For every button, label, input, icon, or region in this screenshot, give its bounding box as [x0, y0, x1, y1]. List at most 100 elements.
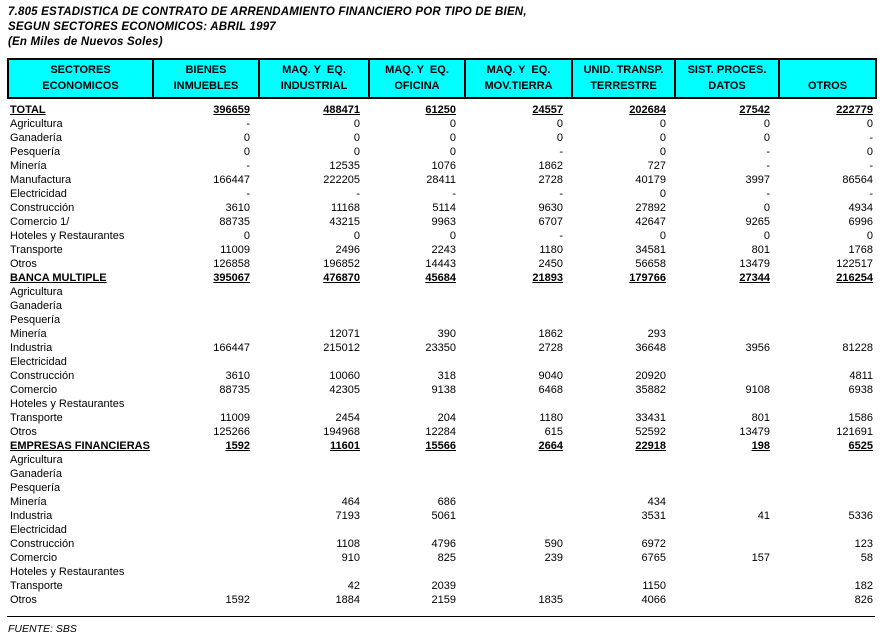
section-row: BANCA MULTIPLE 395067 476870 45684 21893 1797… — [8, 271, 876, 285]
value-cell: 14443 — [369, 257, 465, 271]
value-cell: 318 — [369, 369, 465, 383]
value-cell — [572, 397, 675, 411]
value-cell: 11009 — [153, 243, 259, 257]
value-cell — [153, 299, 259, 313]
value-cell: 196852 — [259, 257, 369, 271]
value-cell: 52592 — [572, 425, 675, 439]
value-cell: 202684 — [572, 98, 675, 117]
value-text: 0 — [243, 230, 250, 242]
value-cell: 1150 — [572, 579, 675, 593]
value-cell: 43215 — [259, 215, 369, 229]
value-text: 0 — [243, 146, 250, 158]
value-cell: 88735 — [153, 383, 259, 397]
value-text: 0 — [763, 202, 770, 214]
value-text: 166447 — [213, 342, 250, 354]
row-label: EMPRESAS FINANCIERAS — [8, 439, 153, 453]
value-text: 0 — [449, 230, 456, 242]
value-text: 204 — [437, 412, 456, 424]
value-text: 121691 — [836, 426, 873, 438]
value-cell: 590 — [465, 537, 572, 551]
row-label: Pesquería — [8, 313, 153, 327]
row-label-text: EMPRESAS FINANCIERAS — [10, 440, 150, 452]
table-row: Ganadería 0 0 0 0 0 0 - — [8, 131, 876, 145]
row-label-text: Agricultura — [10, 454, 63, 466]
value-text: 2450 — [538, 258, 563, 270]
value-text: 42 — [347, 580, 360, 592]
value-text: 0 — [449, 132, 456, 144]
value-cell — [675, 565, 779, 579]
value-text: 86564 — [842, 174, 873, 186]
row-label-text: Minería — [10, 160, 47, 172]
column-header-line: MAQ. Y EQ. — [282, 64, 346, 76]
table-row: Transporte 11009 2496 2243 1180 34581 801 1768 — [8, 243, 876, 257]
value-text: - — [559, 188, 563, 200]
value-text: 0 — [763, 230, 770, 242]
value-text: - — [559, 230, 563, 242]
value-cell: 81228 — [779, 341, 876, 355]
value-cell: 910 — [259, 551, 369, 565]
value-cell — [153, 495, 259, 509]
title-line-3: (En Miles de Nuevos Soles) — [8, 36, 163, 48]
value-cell — [259, 467, 369, 481]
value-cell: - — [369, 187, 465, 201]
row-label: Hoteles y Restaurantes — [8, 565, 153, 579]
value-text: 6765 — [641, 552, 666, 564]
value-cell: 0 — [572, 131, 675, 145]
value-cell — [572, 565, 675, 579]
value-cell — [572, 285, 675, 299]
row-label: Agricultura — [8, 453, 153, 467]
value-text: - — [246, 118, 250, 130]
value-cell — [259, 453, 369, 467]
value-cell: - — [779, 187, 876, 201]
row-label-text: BANCA MULTIPLE — [10, 272, 107, 284]
value-cell: 1884 — [259, 593, 369, 607]
value-text: 1180 — [539, 244, 563, 256]
value-text: 2454 — [335, 412, 360, 424]
table-header: SECTORES ECONOMICOS BIENES INMUEBLES MAQ. Y … — [7, 58, 877, 99]
value-cell — [465, 313, 572, 327]
value-text: 0 — [353, 230, 360, 242]
row-label: Ganadería — [8, 131, 153, 145]
value-cell — [675, 453, 779, 467]
table-row: Pesquería 0 0 0 - 0 - 0 — [8, 145, 876, 159]
row-label-text: Electricidad — [10, 188, 67, 200]
row-label-text: TOTAL — [10, 104, 46, 116]
value-text: 56658 — [635, 258, 666, 270]
value-cell: 216254 — [779, 271, 876, 285]
value-text: - — [766, 160, 770, 172]
value-text: 12071 — [329, 328, 360, 340]
value-text: 6972 — [641, 538, 666, 550]
value-cell: 10060 — [259, 369, 369, 383]
value-text: 0 — [763, 132, 770, 144]
value-text: 318 — [437, 370, 456, 382]
value-cell: 2496 — [259, 243, 369, 257]
value-text: 125266 — [213, 426, 250, 438]
value-text: 9040 — [538, 370, 563, 382]
value-cell: 125266 — [153, 425, 259, 439]
value-cell — [369, 397, 465, 411]
value-cell — [675, 299, 779, 313]
value-text: 615 — [544, 426, 563, 438]
value-cell: 9040 — [465, 369, 572, 383]
column-header-line: MAQ. Y EQ. — [385, 64, 449, 76]
value-cell — [259, 565, 369, 579]
value-text: 2728 — [538, 174, 563, 186]
value-text: 202684 — [629, 104, 666, 116]
value-cell: 3997 — [675, 173, 779, 187]
value-text: 0 — [353, 146, 360, 158]
value-cell: 56658 — [572, 257, 675, 271]
value-cell — [675, 467, 779, 481]
value-cell — [369, 565, 465, 579]
value-cell: 28411 — [369, 173, 465, 187]
value-cell: 9108 — [675, 383, 779, 397]
value-cell: 182 — [779, 579, 876, 593]
value-cell — [572, 355, 675, 369]
column-header: SIST. PROCES. DATOS — [674, 58, 780, 99]
value-text: 5061 — [431, 510, 456, 522]
table-row: Ganadería — [8, 299, 876, 313]
value-cell: 1108 — [259, 537, 369, 551]
value-cell: 1592 — [153, 593, 259, 607]
value-cell: 0 — [675, 229, 779, 243]
row-label: Otros — [8, 593, 153, 607]
table-row: Comercio 910 825 239 6765 157 58 — [8, 551, 876, 565]
